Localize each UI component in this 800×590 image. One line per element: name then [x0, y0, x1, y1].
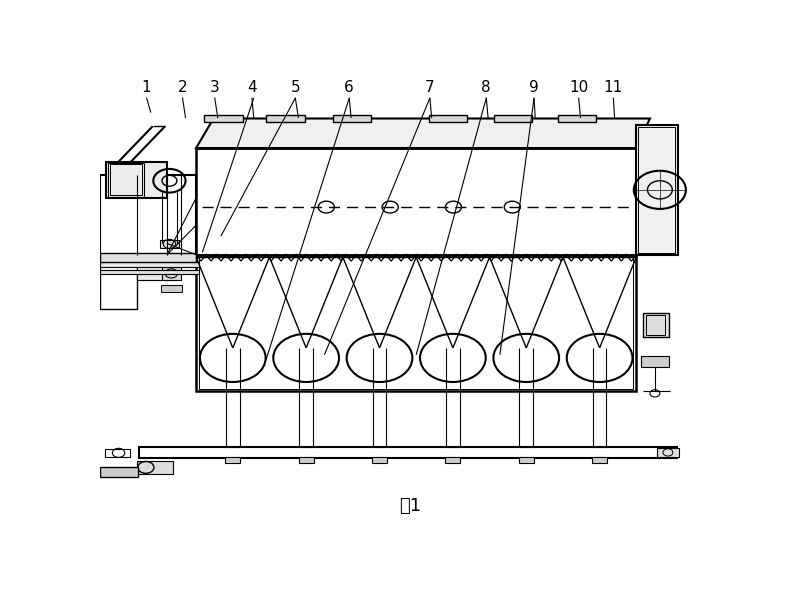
Bar: [446, 457, 460, 463]
Bar: [226, 457, 240, 463]
Bar: [266, 115, 305, 122]
Bar: [100, 175, 196, 255]
Bar: [592, 457, 607, 463]
Polygon shape: [196, 119, 650, 148]
Bar: [657, 448, 679, 457]
Bar: [519, 457, 534, 463]
Text: 4: 4: [247, 80, 257, 95]
Bar: [196, 148, 636, 255]
Bar: [646, 315, 666, 335]
Bar: [100, 467, 138, 477]
Bar: [159, 240, 179, 248]
Bar: [429, 115, 467, 122]
Text: 10: 10: [569, 80, 588, 95]
Text: 7: 7: [425, 80, 434, 95]
Bar: [196, 255, 636, 391]
Bar: [642, 356, 669, 367]
Text: 图1: 图1: [399, 497, 421, 515]
Bar: [100, 255, 138, 309]
Bar: [105, 449, 130, 457]
Bar: [100, 261, 199, 267]
Text: 3: 3: [210, 80, 219, 95]
Bar: [642, 313, 669, 336]
Bar: [162, 267, 181, 280]
Bar: [298, 457, 314, 463]
Bar: [138, 255, 171, 280]
Text: 5: 5: [290, 80, 300, 95]
Text: 9: 9: [529, 80, 539, 95]
Bar: [558, 115, 596, 122]
Text: 1: 1: [142, 80, 151, 95]
Bar: [204, 115, 242, 122]
Text: 6: 6: [344, 80, 354, 95]
Bar: [138, 461, 173, 474]
Bar: [100, 270, 199, 274]
Bar: [161, 285, 182, 293]
Bar: [638, 127, 675, 254]
Bar: [108, 163, 144, 196]
Bar: [110, 165, 142, 195]
Text: 8: 8: [482, 80, 491, 95]
Bar: [636, 125, 678, 255]
Bar: [372, 457, 387, 463]
Text: 2: 2: [178, 80, 187, 95]
Bar: [139, 447, 677, 458]
Bar: [100, 254, 196, 261]
Bar: [333, 115, 371, 122]
Text: 11: 11: [604, 80, 623, 95]
Bar: [494, 115, 532, 122]
Bar: [106, 162, 167, 198]
Bar: [199, 257, 634, 389]
